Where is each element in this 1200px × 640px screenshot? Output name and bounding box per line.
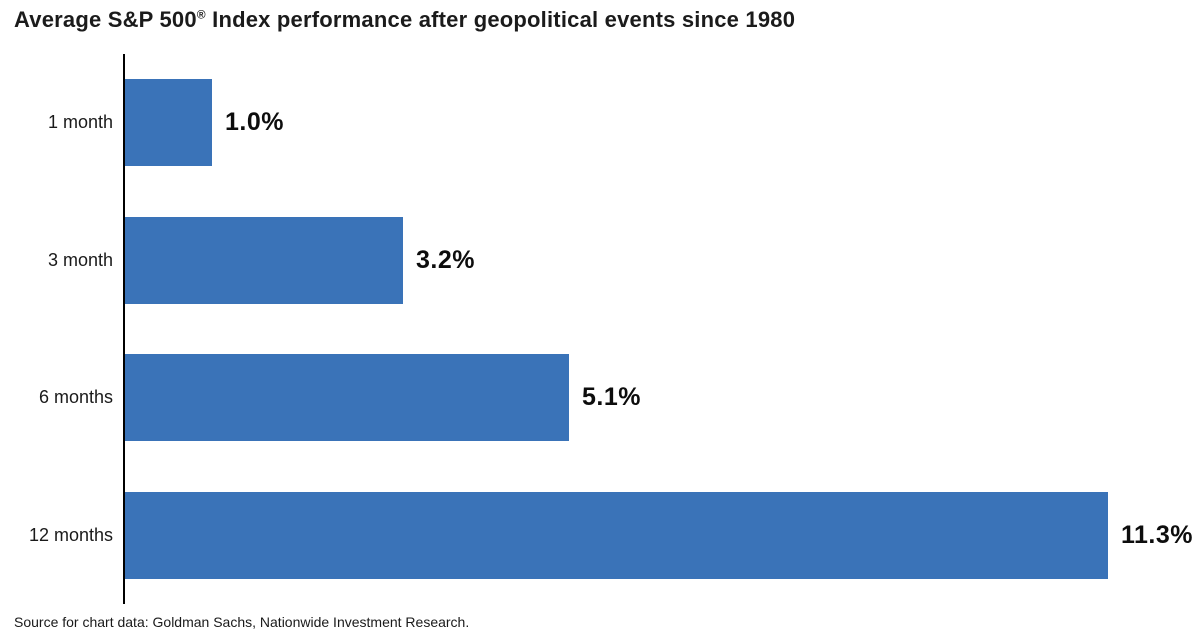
value-label-3-month: 3.2%	[416, 245, 475, 274]
bar-12-months	[125, 491, 1108, 579]
bar-1-month	[125, 79, 212, 167]
category-label-1-month: 1 month	[47, 112, 113, 133]
value-label-6-months: 5.1%	[582, 383, 641, 412]
chart-title-text: Average S&P 500	[14, 7, 197, 32]
source-note: Source for chart data: Goldman Sachs, Na…	[14, 614, 470, 630]
chart-title-text-continued: Index performance after geopolitical eve…	[205, 7, 796, 32]
category-label-3-month: 3 month	[47, 249, 113, 270]
chart-title: Average S&P 500® Index performance after…	[14, 6, 795, 34]
y-axis-line	[123, 54, 125, 604]
bar-row: 6 months 5.1%	[0, 329, 1200, 467]
registered-trademark-symbol: ®	[196, 7, 206, 22]
category-label-12-months: 12 months	[28, 524, 113, 545]
category-label-6-months: 6 months	[38, 387, 113, 408]
bar-row: 1 month 1.0%	[0, 54, 1200, 192]
bar-row: 12 months 11.3%	[0, 467, 1200, 605]
bar-6-months	[125, 354, 569, 442]
bar-3-month	[125, 216, 403, 304]
value-label-12-months: 11.3%	[1121, 520, 1194, 549]
value-label-1-month: 1.0%	[225, 108, 284, 137]
bar-row: 3 month 3.2%	[0, 192, 1200, 330]
plot-area: 1 month 1.0% 3 month 3.2% 6 months 5.1% …	[0, 54, 1200, 604]
